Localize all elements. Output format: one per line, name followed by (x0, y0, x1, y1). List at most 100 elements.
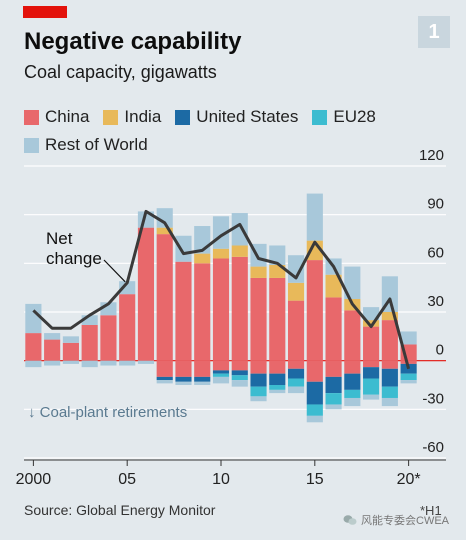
bar-china (363, 326, 380, 361)
bar-retire-united-states (306, 381, 323, 405)
legend-item-rest-of-world: Rest of World (24, 135, 148, 155)
x-tick-label: 05 (118, 471, 136, 488)
bar-retire-rest-of-world (269, 389, 286, 394)
bar-retire-china (306, 360, 323, 382)
y-tick-label: 90 (427, 196, 444, 213)
net-change-line (32, 209, 411, 370)
legend-row: Rest of World (24, 131, 444, 159)
bar-retire-rest-of-world (44, 360, 61, 366)
bar-retire-eu28 (344, 389, 361, 398)
bar-retire-united-states (250, 373, 267, 387)
watermark: 风能专委会CWEA (343, 512, 449, 528)
bar-retire-rest-of-world (156, 380, 173, 384)
y-tick-label: 30 (427, 293, 444, 310)
bar-rest-of-world (344, 266, 361, 300)
bar-retire-china (212, 360, 230, 371)
bar-india (381, 312, 398, 321)
bar-india (231, 245, 248, 257)
bar-retire-china (381, 360, 398, 369)
bar-china (175, 261, 192, 361)
bar-retire-rest-of-world (194, 381, 211, 385)
bar-retire-rest-of-world (119, 360, 136, 366)
chart-number-badge: 1 (418, 16, 450, 48)
bar-china (344, 310, 361, 361)
bar-retire-eu28 (250, 386, 267, 397)
bar-retire-china (175, 360, 192, 377)
bar-china (100, 315, 117, 361)
bar-china (212, 258, 230, 361)
bar-retire-united-states (194, 376, 211, 382)
bar-retire-rest-of-world (231, 380, 248, 387)
bar-retire-rest-of-world (81, 360, 98, 368)
bar-china (25, 333, 42, 361)
bar-rest-of-world (156, 208, 173, 228)
bar-retire-united-states (269, 373, 286, 385)
bar-china (269, 277, 286, 361)
bar-rest-of-world (231, 213, 248, 246)
bar-china (44, 339, 61, 361)
bar-retire-united-states (212, 370, 230, 374)
legend: China India United States EU28 Rest of W… (24, 103, 444, 159)
bar-retire-united-states (325, 376, 342, 394)
bar-rest-of-world (44, 333, 61, 340)
legend-label-eu28: EU28 (333, 107, 376, 126)
accent-bar (23, 6, 67, 18)
bar-rest-of-world (363, 307, 380, 321)
source-note: Source: Global Energy Monitor (24, 502, 216, 518)
bar-china (194, 263, 211, 361)
bar-china (156, 234, 173, 361)
bar-china (119, 294, 136, 361)
bar-rest-of-world (81, 315, 98, 325)
bar-china (250, 277, 267, 361)
bar-retire-eu28 (287, 378, 305, 387)
bar-retire-united-states (381, 368, 398, 387)
bar-rest-of-world (62, 336, 79, 343)
legend-item-china: China (24, 107, 89, 127)
bar-retire-china (194, 360, 211, 377)
bar-india (287, 282, 305, 301)
bar-india (325, 274, 342, 298)
bar-china (325, 297, 342, 361)
legend-item-united-states: United States (175, 107, 298, 127)
net-change-label: change (46, 249, 102, 268)
legend-label-rest-of-world: Rest of World (45, 135, 148, 154)
bar-retire-rest-of-world (212, 376, 230, 384)
y-tick-label: -30 (422, 390, 444, 407)
bar-retire-rest-of-world (344, 397, 361, 407)
bar-china (137, 227, 155, 361)
legend-item-india: India (103, 107, 161, 127)
bar-rest-of-world (269, 245, 286, 265)
chart-title: Negative capability (24, 28, 242, 55)
bar-china (306, 260, 323, 361)
bar-retire-china (344, 360, 361, 374)
y-tick-label: 60 (427, 244, 444, 261)
bar-retire-united-states (287, 368, 305, 379)
bar-rest-of-world (400, 331, 417, 345)
net-change-label: Net (46, 229, 73, 248)
x-tick-label: 20* (397, 471, 421, 488)
bar-rest-of-world (306, 193, 323, 241)
bar-retire-rest-of-world (325, 404, 342, 410)
legend-swatch-china (24, 109, 39, 125)
x-tick-label: 10 (212, 471, 230, 488)
bar-retire-eu28 (363, 378, 380, 395)
bar-retire-rest-of-world (175, 381, 192, 385)
bar-retire-rest-of-world (381, 397, 398, 407)
x-tick-label: 2000 (16, 471, 52, 488)
wechat-icon (343, 515, 357, 525)
line-layer (32, 209, 411, 370)
bar-retire-china (156, 360, 173, 377)
retirements-label: ↓ Coal-plant retirements (28, 404, 187, 421)
bar-retire-united-states (344, 373, 361, 390)
bar-retire-united-states (156, 376, 173, 381)
y-tick-label: -60 (422, 439, 444, 456)
bar-china (287, 300, 305, 361)
bar-retire-rest-of-world (400, 380, 417, 384)
bar-retire-china (287, 360, 305, 369)
bar-retire-rest-of-world (250, 396, 267, 402)
bar-india (250, 266, 267, 278)
bar-retire-rest-of-world (25, 360, 42, 368)
bar-china (81, 324, 98, 361)
